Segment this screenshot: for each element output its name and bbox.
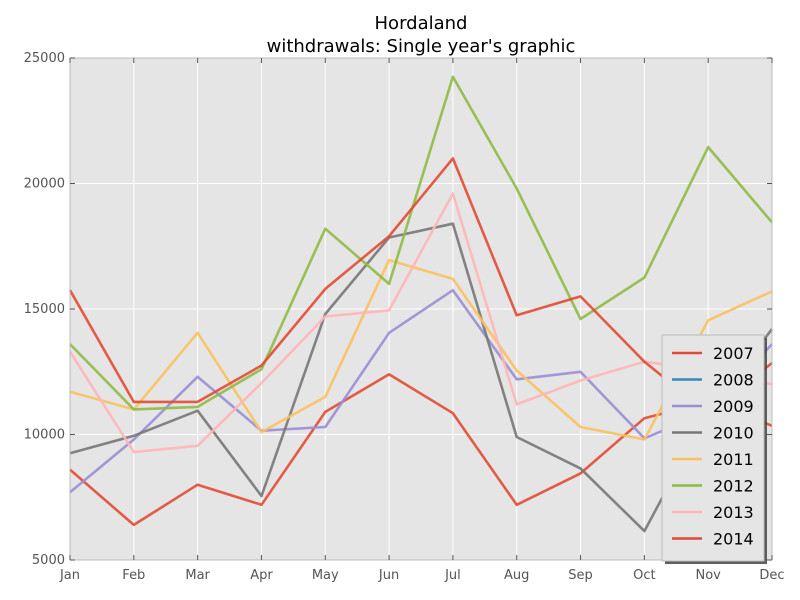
- chart-title: Hordaland: [375, 13, 468, 34]
- x-tick-label: Aug: [504, 568, 529, 583]
- series-line-2009: [69, 288, 773, 494]
- x-tick-label: Jan: [59, 568, 80, 583]
- legend-label-2013: 2013: [713, 503, 754, 522]
- y-tick-label: 20000: [24, 177, 65, 192]
- legend-label-2011: 2011: [713, 450, 754, 469]
- series-line-2012: [69, 75, 773, 411]
- legend-label-2012: 2012: [713, 477, 754, 496]
- series-line-2007: [69, 373, 773, 527]
- x-tick-label: Sep: [568, 568, 593, 583]
- legend-label-2010: 2010: [713, 424, 754, 443]
- legend-label-2014: 2014: [713, 530, 754, 549]
- series-line-2014: [68, 157, 773, 415]
- y-tick-label: 10000: [24, 428, 65, 443]
- y-tick-label: 25000: [24, 51, 65, 66]
- x-tick-label: Jun: [378, 568, 399, 583]
- x-tick-label: Oct: [633, 568, 655, 583]
- series-line-2011: [69, 258, 773, 441]
- x-tick-label: Nov: [695, 568, 721, 583]
- legend-label-2007: 2007: [713, 344, 754, 363]
- legend-box: [661, 334, 765, 562]
- series-line-2013: [68, 192, 773, 454]
- x-tick-label: May: [312, 568, 339, 583]
- legend-label-2009: 2009: [713, 397, 754, 416]
- x-tick-label: Apr: [250, 568, 273, 583]
- y-axis-ticks: 5000 10000 15000 20000 25000: [24, 51, 772, 568]
- x-tick-label: Feb: [122, 568, 145, 583]
- legend-label-2008: 2008: [713, 371, 754, 390]
- x-tick-label: Jul: [444, 568, 461, 583]
- y-tick-label: 5000: [32, 553, 65, 568]
- x-tick-label: Mar: [185, 568, 210, 583]
- x-tick-label: Dec: [759, 568, 784, 583]
- series-lines: [68, 75, 774, 533]
- legend: 2007 2008 2009 2010 2011 2012 2013 2014: [661, 334, 767, 564]
- series-line-2010: [69, 222, 774, 533]
- chart-subtitle: withdrawals: Single year's graphic: [267, 36, 576, 57]
- y-tick-label: 15000: [24, 302, 65, 317]
- x-axis-ticks: Jan Feb Mar Apr May Jun Jul Aug Sep Oct Nov Dec: [59, 58, 785, 583]
